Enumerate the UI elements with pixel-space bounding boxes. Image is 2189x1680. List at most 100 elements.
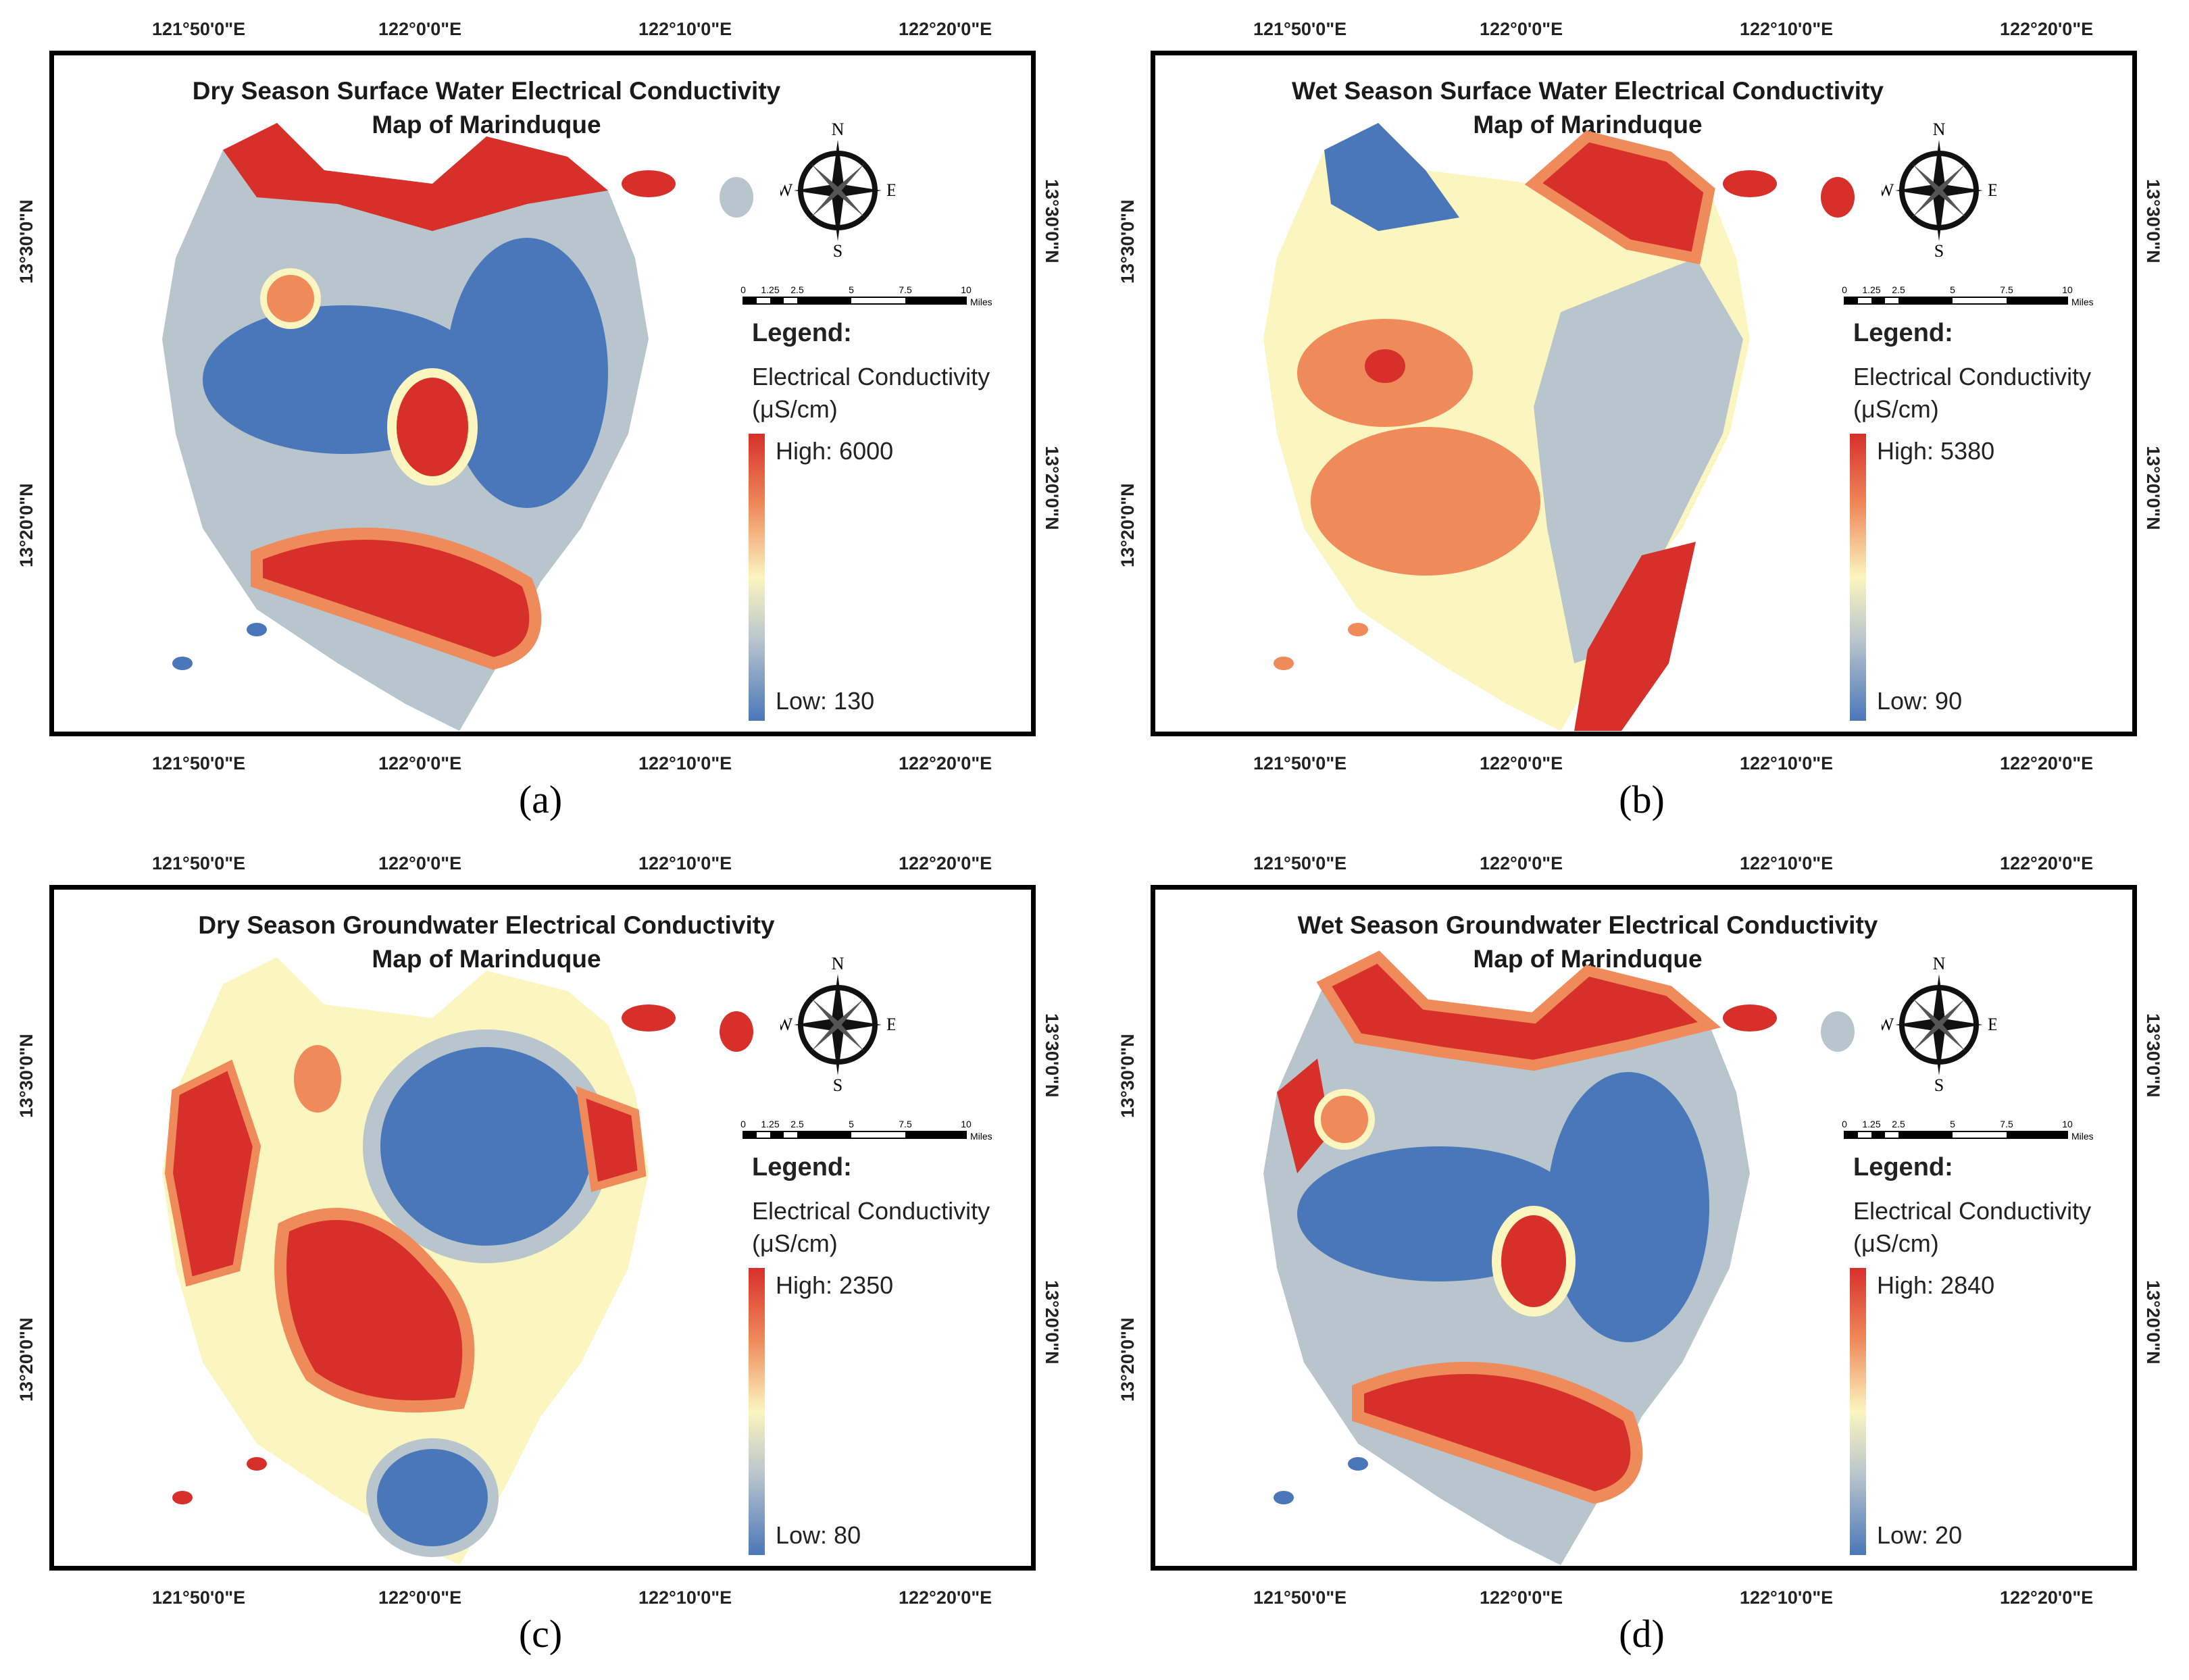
map-frame: Wet Season Groundwater Electrical Conduc… xyxy=(1151,885,2137,1571)
islet xyxy=(622,1004,676,1032)
islet xyxy=(1821,1011,1855,1052)
map-panel-c: 121°50'0"E 122°0'0"E 122°10'0"E 122°20'0… xyxy=(0,834,1081,1658)
svg-text:E: E xyxy=(1988,1015,1996,1034)
scale-bar: 0 1.25 2.5 5 7.5 10 Miles xyxy=(1842,284,2094,307)
legend-low: Low: 90 xyxy=(1877,687,1963,715)
svg-text:Miles: Miles xyxy=(2071,1131,2094,1142)
lon-label: 122°0'0"E xyxy=(1480,753,1563,773)
lon-label: 121°50'0"E xyxy=(1253,853,1347,873)
lon-label: 121°50'0"E xyxy=(1253,753,1347,773)
svg-text:1.25: 1.25 xyxy=(1862,1119,1880,1129)
map-panel-d: 121°50'0"E 122°0'0"E 122°10'0"E 122°20'0… xyxy=(1101,834,2182,1658)
legend-title: Legend: xyxy=(1853,319,1953,347)
svg-text:N: N xyxy=(1933,123,1946,139)
lon-label: 122°0'0"E xyxy=(378,19,462,39)
compass-rose-icon: N S E W xyxy=(780,123,895,258)
compass-s: S xyxy=(833,241,842,258)
compass-e: E xyxy=(886,180,895,200)
legend-title: Legend: xyxy=(752,319,852,347)
legend-high: High: 5380 xyxy=(1877,437,1995,465)
compass-w: W xyxy=(780,180,793,200)
svg-text:W: W xyxy=(1882,1015,1894,1034)
lat-label: 13°20'0"N xyxy=(2143,446,2163,530)
legend-low: Low: 20 xyxy=(1877,1521,1963,1549)
map-title-line1: Dry Season Groundwater Electrical Conduc… xyxy=(198,911,775,939)
zone-low xyxy=(366,1438,499,1557)
svg-text:2.5: 2.5 xyxy=(1892,1119,1905,1129)
map-panel-a: 121°50'0"E 122°0'0"E 122°10'0"E 122°20'0… xyxy=(0,0,1081,824)
lon-label: 122°10'0"E xyxy=(1740,1587,1834,1608)
zone-high xyxy=(223,123,608,231)
islet xyxy=(1274,657,1294,670)
zone-midhigh xyxy=(294,1045,341,1113)
zone-high xyxy=(1492,1206,1576,1317)
svg-text:S: S xyxy=(1934,241,1944,258)
compass-rose-icon: N S E W xyxy=(780,957,895,1092)
svg-text:E: E xyxy=(886,1015,895,1034)
zone-low xyxy=(446,238,608,508)
map-title-line2: Map of Marinduque xyxy=(372,111,601,138)
lat-label: 13°30'0"N xyxy=(16,199,36,284)
island-map xyxy=(162,957,753,1565)
svg-text:S: S xyxy=(833,1075,842,1092)
color-ramp xyxy=(749,1268,765,1555)
svg-text:W: W xyxy=(1882,180,1894,200)
svg-text:0: 0 xyxy=(740,1119,746,1129)
island-map xyxy=(1263,950,1855,1565)
legend-subtitle: Electrical Conductivity (μS/cm) xyxy=(1853,363,2092,423)
lat-label: 13°20'0"N xyxy=(2143,1280,2163,1365)
zone-low xyxy=(1324,123,1459,231)
zone-low xyxy=(1547,1072,1709,1342)
lon-label: 121°50'0"E xyxy=(152,853,246,873)
scale-bar: 0 1.25 2.5 5 7.5 10 Miles xyxy=(740,284,992,307)
lon-label: 122°0'0"E xyxy=(378,853,462,873)
svg-text:2.5: 2.5 xyxy=(1892,284,1905,295)
svg-text:0: 0 xyxy=(1842,284,1847,295)
panel-caption: (d) xyxy=(1619,1612,1665,1656)
scale-bar: 0 1.25 2.5 5 7.5 10 Miles xyxy=(740,1119,992,1142)
svg-text:10: 10 xyxy=(2062,284,2073,295)
zone-high xyxy=(1277,1059,1331,1173)
map-frame: Wet Season Surface Water Electrical Cond… xyxy=(1151,51,2137,736)
zone-high xyxy=(1524,130,1715,265)
legend-subtitle: Electrical Conductivity (μS/cm) xyxy=(1853,1197,2092,1257)
lon-label: 122°10'0"E xyxy=(638,753,732,773)
islet xyxy=(622,170,676,197)
lat-label: 13°20'0"N xyxy=(16,1317,36,1402)
zone-high xyxy=(1574,542,1696,731)
lon-label: 121°50'0"E xyxy=(152,19,246,39)
lon-label: 122°0'0"E xyxy=(1480,1587,1563,1608)
legend-low: Low: 130 xyxy=(776,687,875,715)
zone-high xyxy=(387,368,478,486)
compass-n: N xyxy=(832,123,845,139)
legend-low: Low: 80 xyxy=(776,1521,861,1549)
islet xyxy=(1274,1491,1294,1504)
legend-title: Legend: xyxy=(752,1153,852,1181)
zone-midhigh xyxy=(260,268,321,329)
zone-high xyxy=(1365,349,1405,383)
islet xyxy=(1821,177,1855,218)
lon-label: 122°10'0"E xyxy=(1740,753,1834,773)
islet xyxy=(247,1457,267,1471)
compass-rose-icon: N S E W xyxy=(1882,957,1996,1092)
svg-text:1.25: 1.25 xyxy=(761,1119,779,1129)
lon-label: 122°20'0"E xyxy=(899,19,992,39)
svg-text:10: 10 xyxy=(2062,1119,2073,1129)
color-ramp xyxy=(1850,1268,1866,1555)
svg-text:Miles: Miles xyxy=(2071,297,2094,307)
lon-label: 122°0'0"E xyxy=(1480,853,1563,873)
svg-text:0: 0 xyxy=(740,284,746,295)
svg-text:0: 0 xyxy=(1842,1119,1847,1129)
lat-label: 13°20'0"N xyxy=(1042,446,1062,530)
svg-text:7.5: 7.5 xyxy=(2000,284,2013,295)
zone-midhigh xyxy=(1314,1089,1375,1150)
svg-text:5: 5 xyxy=(1950,284,1955,295)
lat-label: 13°20'0"N xyxy=(1117,1317,1138,1402)
islet xyxy=(1348,1457,1368,1471)
svg-text:7.5: 7.5 xyxy=(899,1119,912,1129)
lon-label: 122°20'0"E xyxy=(899,1587,992,1608)
legend-title: Legend: xyxy=(1853,1153,1953,1181)
islet xyxy=(172,657,193,670)
map-frame: Dry Season Surface Water Electrical Cond… xyxy=(49,51,1036,736)
map-title-line1: Wet Season Groundwater Electrical Conduc… xyxy=(1297,911,1878,939)
